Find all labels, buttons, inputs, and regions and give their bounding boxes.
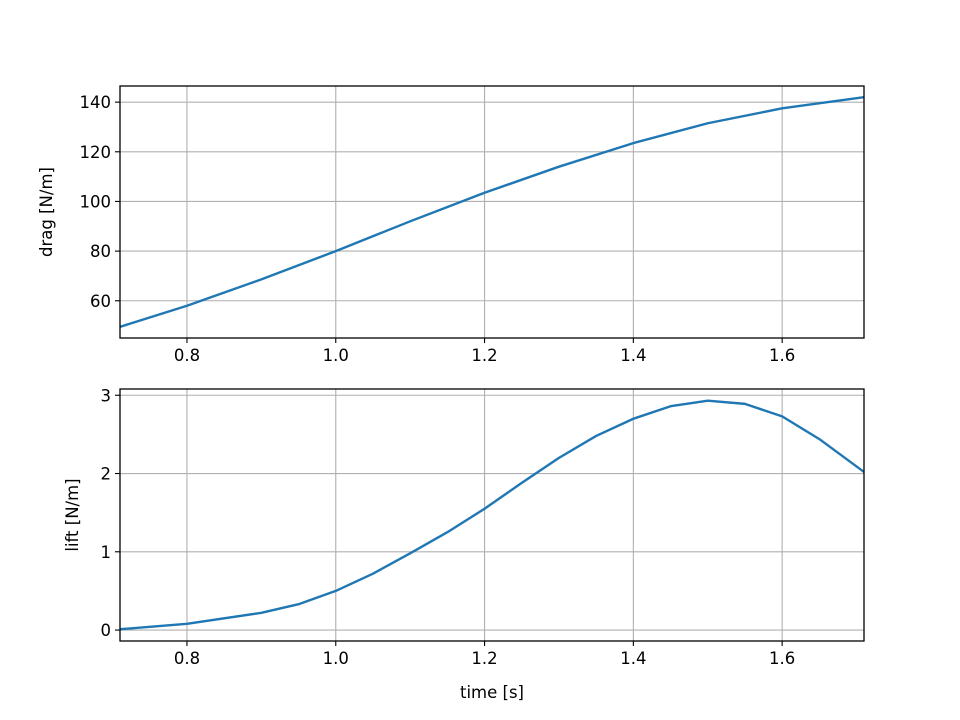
y-tick-label: 3 (101, 386, 112, 405)
y-axis-label: lift [N/m] (63, 478, 82, 551)
y-tick-label: 100 (80, 192, 112, 211)
x-tick-label: 1.4 (620, 346, 646, 365)
x-tick-label: 1.0 (323, 346, 349, 365)
y-tick-label: 2 (101, 465, 112, 484)
series-line (120, 95, 864, 328)
y-tick-label: 0 (101, 621, 112, 640)
x-tick-label: 0.8 (174, 649, 200, 668)
subplot-2: 0.8 1.0 1.2 1.4 1.6 0 1 2 3 lift [N/m] time [s] (63, 386, 865, 702)
x-axis-label: time [s] (460, 683, 524, 702)
x-tick-label: 1.4 (620, 649, 646, 668)
x-tick-label: 1.2 (471, 346, 497, 365)
x-tick-label: 1.6 (769, 649, 795, 668)
x-tick-label: 0.8 (174, 346, 200, 365)
plot-frame (119, 388, 865, 642)
x-tick-label: 1.0 (323, 649, 349, 668)
subplot-1: 0.8 1.0 1.2 1.4 1.6 60 80 100 120 140 drag [N/m] (37, 85, 865, 365)
y-axis-label: drag [N/m] (37, 167, 56, 257)
y-tick-label: 1 (101, 543, 112, 562)
y-tick-label: 120 (80, 143, 112, 162)
y-tick-label: 60 (90, 292, 111, 311)
series-line (120, 399, 864, 631)
plot-frame (119, 85, 865, 339)
y-tick-label: 140 (80, 93, 112, 112)
y-tick-label: 80 (90, 242, 111, 261)
x-tick-label: 1.2 (471, 649, 497, 668)
x-tick-label: 1.6 (769, 346, 795, 365)
